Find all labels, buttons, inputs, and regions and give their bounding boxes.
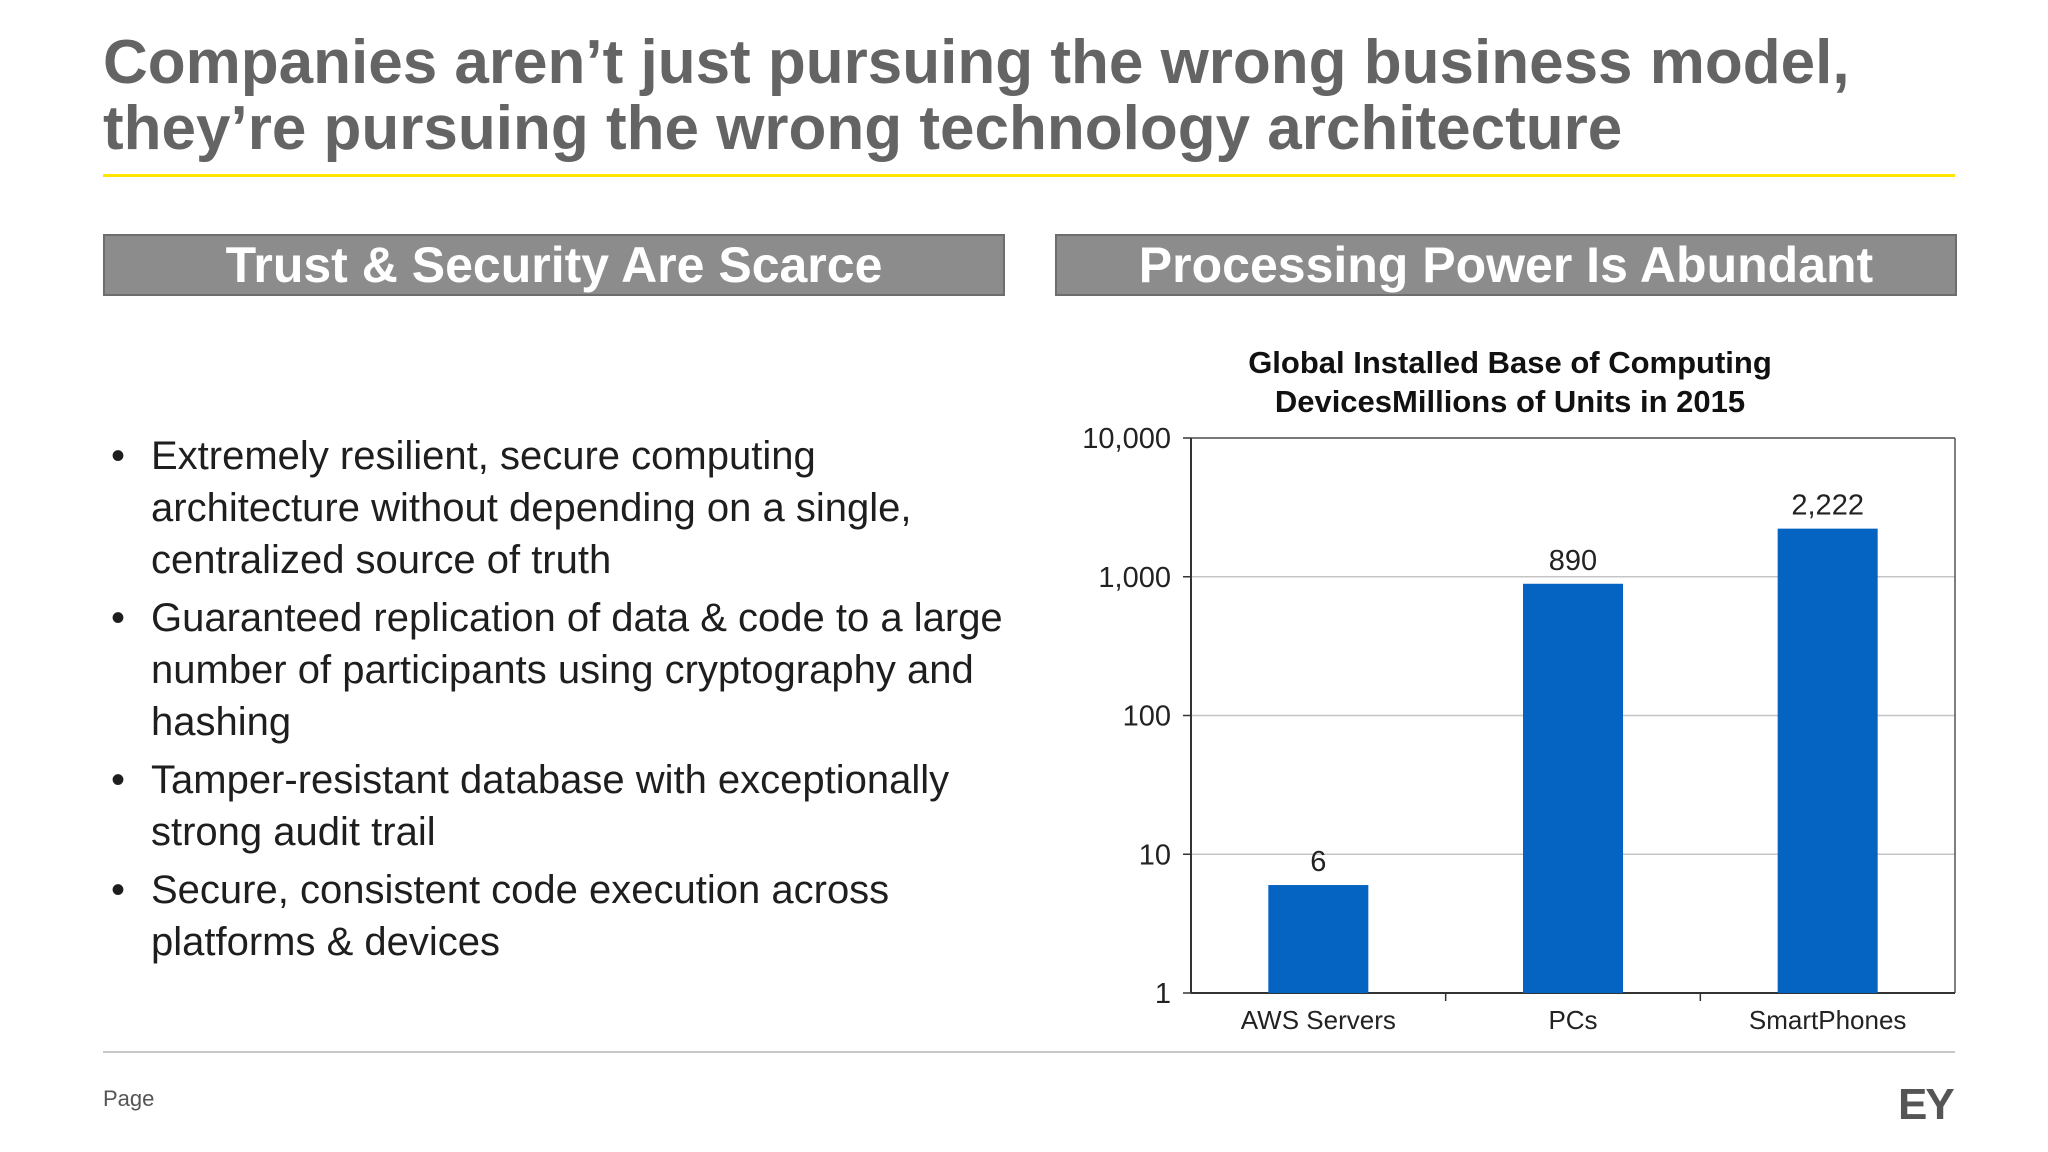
bullet-dot: • — [110, 758, 125, 802]
title-rule — [103, 174, 1955, 177]
bar-chart: 1 10 100 1,000 10,000 6 AWS Servers 890 PCs 2,222… — [1082, 423, 1956, 1035]
y-tick-label: 1,000 — [1098, 562, 1171, 594]
bar — [1523, 583, 1623, 993]
y-tick-label: 100 — [1123, 701, 1171, 733]
bar — [1268, 885, 1369, 993]
chart-title-line2: DevicesMillions of Units in 2015 — [1274, 384, 1746, 419]
footer-rule — [103, 1051, 1955, 1053]
y-tick-label: 10 — [1139, 839, 1171, 871]
bullet-item: • Guaranteed replication of data & code t… — [103, 592, 1003, 748]
bullet-text: Extremely resilient, secure computing ar… — [151, 434, 912, 582]
ey-logo: EY — [1898, 1080, 1955, 1129]
bar-value-label: 2,222 — [1791, 490, 1864, 522]
x-category-label: AWS Servers — [1241, 1005, 1396, 1035]
slide-title-line1: Companies aren’t just pursuing the wrong… — [103, 28, 1850, 97]
right-section-header-label: Processing Power Is Abundant — [1138, 237, 1874, 293]
bar-value-label: 890 — [1549, 545, 1597, 577]
slide-title: Companies aren’t just pursuing the wrong… — [103, 30, 1963, 162]
left-section-header-label: Trust & Security Are Scarce — [225, 237, 883, 293]
y-tick-label: 10,000 — [1082, 423, 1171, 455]
bullet-text: Tamper-resistant database with exception… — [151, 758, 950, 854]
bar — [1777, 528, 1878, 993]
bullet-list: • Extremely resilient, secure computing a… — [103, 430, 1003, 974]
chart-title: Global Installed Base of Computing Devic… — [1170, 343, 1850, 421]
x-category-label: PCs — [1548, 1005, 1597, 1035]
bullet-text: Secure, consistent code execution across… — [151, 868, 890, 964]
bullet-item: • Secure, consistent code execution acros… — [103, 864, 1003, 968]
slide-title-line2: they’re pursuing the wrong technology ar… — [103, 94, 1623, 163]
chart-title-line1: Global Installed Base of Computing — [1248, 345, 1772, 380]
bar-value-label: 6 — [1310, 846, 1326, 878]
bullet-item: • Tamper-resistant database with exceptio… — [103, 754, 1003, 858]
page-label: Page — [103, 1086, 155, 1111]
x-category-label: SmartPhones — [1749, 1005, 1907, 1035]
right-section-header: Processing Power Is Abundant — [1055, 234, 1957, 296]
bullet-dot: • — [110, 596, 125, 640]
left-section-header: Trust & Security Are Scarce — [103, 234, 1005, 296]
bullet-dot: • — [110, 434, 125, 478]
bullet-item: • Extremely resilient, secure computing a… — [103, 430, 1003, 586]
bullet-dot: • — [110, 868, 125, 912]
bullet-text: Guaranteed replication of data & code to… — [151, 596, 1003, 744]
y-tick-label: 1 — [1155, 978, 1171, 1010]
